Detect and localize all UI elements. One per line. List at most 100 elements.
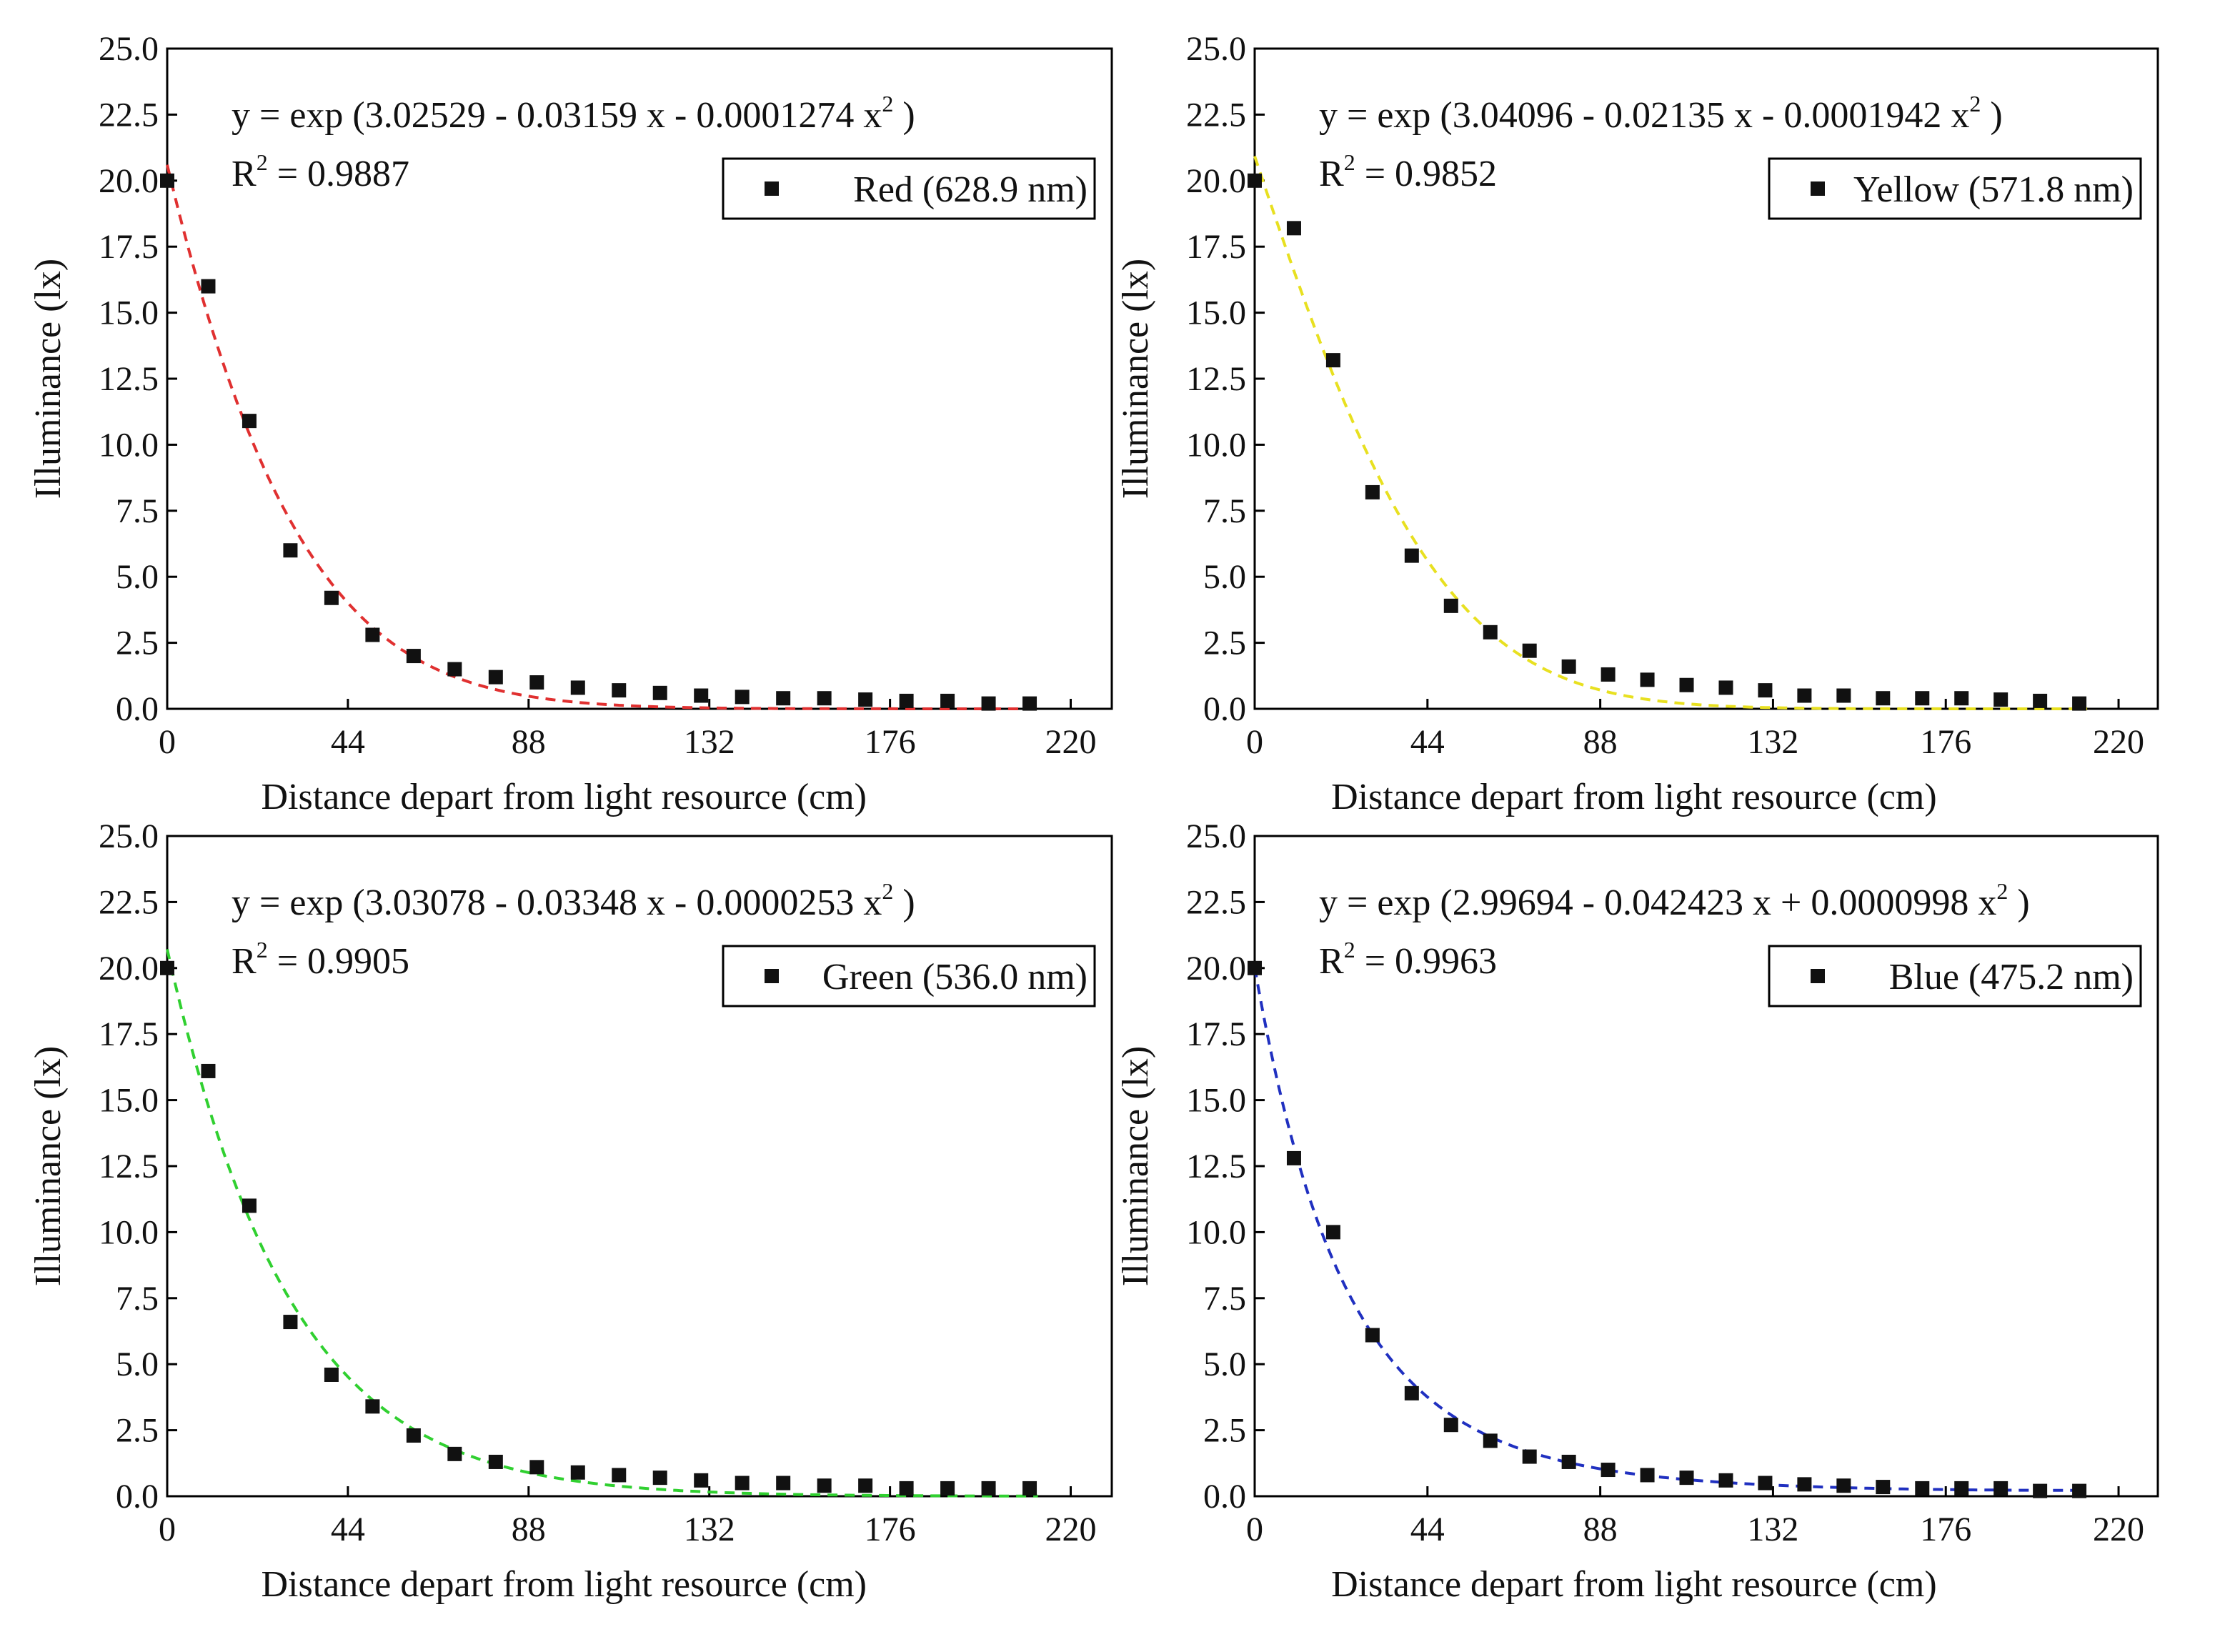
y-tick-label: 5.0 (1203, 558, 1246, 596)
y-tick-label: 0.0 (1203, 690, 1246, 728)
y-tick-label: 20.0 (1186, 950, 1246, 987)
legend-marker (1811, 181, 1825, 196)
y-tick-label: 17.5 (1186, 228, 1246, 266)
equation-body: y = exp (2.99694 - 0.042423 x + 0.000099… (1319, 882, 1996, 923)
data-point (1404, 1385, 1419, 1400)
data-point (1954, 691, 1969, 706)
data-point (1758, 1476, 1773, 1491)
y-tick-label: 5.0 (116, 558, 159, 596)
data-point (447, 1446, 462, 1461)
x-tick-label: 132 (684, 1511, 735, 1548)
legend-box (1768, 157, 2142, 220)
x-tick-label: 0 (159, 723, 176, 761)
x-tick-label: 176 (865, 1511, 916, 1548)
x-tick-label: 88 (512, 723, 546, 761)
data-point (406, 649, 421, 664)
y-tick-label: 17.5 (99, 228, 159, 266)
data-point (940, 693, 955, 708)
data-point (1718, 1473, 1733, 1488)
data-point (1483, 625, 1498, 640)
data-point (899, 693, 914, 708)
data-point (735, 690, 750, 705)
y-tick-label: 10.0 (99, 426, 159, 464)
chart-panel-green: 0.0 2.5 5.0 7.5 10.0 12.5 15.0 17.5 20.0 22.5 25.0… (28, 817, 1113, 1605)
data-point (1915, 691, 1930, 706)
legend: Red (628.9 nm) (722, 157, 1096, 220)
y-tick-label: 12.5 (99, 1148, 159, 1185)
data-point (1286, 221, 1301, 236)
y-tick-label: 22.5 (99, 96, 159, 134)
data-point (1325, 353, 1340, 368)
equation-exponent: 2 (882, 878, 893, 904)
legend-label: Green (536.0 nm) (822, 957, 1087, 997)
data-point (160, 173, 174, 188)
data-point (324, 590, 339, 605)
y-tick-label: 7.5 (1203, 492, 1246, 530)
data-point (1483, 1433, 1498, 1448)
r-squared: R2 = 0.9852 (1319, 149, 1497, 194)
data-point (1718, 680, 1733, 695)
data-point (1365, 1328, 1380, 1343)
legend-label: Blue (475.2 nm) (1889, 957, 2134, 997)
data-point (776, 1476, 791, 1491)
x-tick-label: 44 (331, 723, 365, 761)
data-point (1561, 659, 1576, 674)
r-value: = 0.9905 (268, 941, 409, 982)
r-symbol: R (1319, 154, 1344, 194)
data-point (1404, 548, 1419, 563)
data-point (242, 414, 257, 429)
y-tick-label: 12.5 (1186, 1148, 1246, 1185)
data-point (1797, 1477, 1812, 1492)
r-value: = 0.9852 (1355, 154, 1497, 194)
data-point (529, 1460, 544, 1475)
data-point (2033, 693, 2048, 708)
data-point (201, 279, 216, 294)
x-tick-label: 220 (2093, 1511, 2144, 1548)
x-tick-label: 44 (1410, 723, 1445, 761)
data-point (1365, 484, 1380, 499)
data-point (488, 1454, 503, 1469)
data-point (1993, 692, 2008, 707)
x-tick-label: 220 (1045, 723, 1097, 761)
legend-marker (765, 181, 779, 196)
equation-body: y = exp (3.02529 - 0.03159 x - 0.0001274… (232, 95, 882, 136)
data-point (365, 627, 380, 642)
fit-equation: y = exp (2.99694 - 0.042423 x + 0.000099… (1319, 878, 2030, 923)
data-point (529, 675, 544, 690)
r-exponent: 2 (1344, 149, 1355, 175)
data-point (283, 1315, 298, 1330)
data-point (570, 1465, 585, 1480)
legend-box (1768, 945, 2142, 1007)
data-point (201, 1063, 216, 1078)
x-tick-label: 88 (512, 1511, 546, 1548)
x-tick-label: 88 (1583, 1511, 1618, 1548)
y-axis-title: Illuminance (lx) (28, 1046, 69, 1286)
data-point (981, 696, 996, 711)
y-tick-label: 12.5 (1186, 360, 1246, 398)
data-point (242, 1198, 257, 1213)
y-tick-label: 2.5 (116, 625, 159, 662)
data-point (612, 1468, 627, 1483)
data-point (570, 680, 585, 695)
data-point (1248, 173, 1262, 188)
y-tick-label: 22.5 (99, 883, 159, 921)
equation-close: ) (2008, 882, 2029, 923)
r-exponent: 2 (257, 149, 268, 175)
y-tick-label: 25.0 (99, 30, 159, 68)
x-tick-label: 176 (1920, 1511, 1971, 1548)
plot-frame (166, 835, 1113, 1498)
legend-box (722, 157, 1096, 220)
plot-frame (1253, 47, 2159, 710)
y-tick-label: 10.0 (1186, 426, 1246, 464)
r-squared: R2 = 0.9887 (232, 149, 409, 194)
y-tick-label: 15.0 (99, 1082, 159, 1120)
data-point (1640, 672, 1655, 687)
data-point (1522, 1449, 1537, 1464)
data-point (612, 683, 627, 698)
data-point (899, 1481, 914, 1496)
r-exponent: 2 (1344, 937, 1355, 962)
data-point (365, 1399, 380, 1414)
equation-exponent: 2 (1969, 91, 1981, 116)
y-tick-label: 25.0 (1186, 30, 1246, 68)
data-point (981, 1481, 996, 1496)
